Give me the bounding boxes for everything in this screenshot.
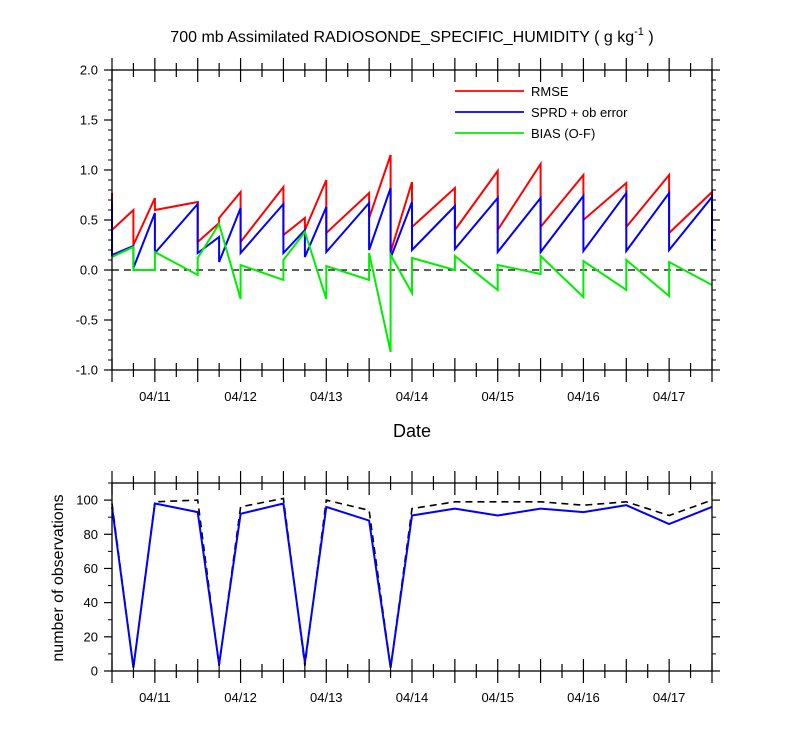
y-tick-label: 80: [84, 527, 98, 542]
x-tick-label: 04/15: [481, 389, 514, 404]
bottom-plot-frame: [111, 482, 713, 672]
y-tick-label: 100: [76, 493, 98, 508]
top-plot-frame: [111, 69, 713, 371]
chart-title: 700 mb Assimilated RADIOSONDE_SPECIFIC_H…: [170, 26, 653, 46]
x-tick-label: 04/16: [567, 389, 600, 404]
series-line-sprd-ob-error: [111, 187, 713, 269]
legend: RMSE SPRD + ob error BIAS (O-F): [455, 84, 628, 141]
x-tick-label: 04/15: [481, 690, 514, 705]
y-tick-label: 2.0: [80, 63, 98, 78]
x-tick-label: 04/14: [396, 389, 429, 404]
y-tick-label: 0: [91, 664, 98, 679]
y-tick-label: 20: [84, 629, 98, 644]
x-tick-label: 04/11: [139, 389, 171, 404]
x-tick-label: 04/13: [310, 389, 343, 404]
legend-label: BIAS (O-F): [531, 126, 595, 141]
x-tick-label: 04/12: [224, 690, 257, 705]
legend-label: SPRD + ob error: [531, 105, 628, 120]
y-axis-title-observations: number of observations: [50, 494, 67, 661]
y-tick-label: 1.0: [80, 163, 98, 178]
series-line-obs-0: [111, 497, 713, 668]
x-tick-label: 04/11: [139, 690, 171, 705]
legend-label: RMSE: [531, 84, 569, 99]
y-tick-label: 40: [84, 595, 98, 610]
y-tick-label: 60: [84, 561, 98, 576]
series-line-bias-o-f: [111, 221, 713, 353]
bottom-plot: 0 20 40 60 80 100 04/11 04/12 04/13 04/14 04/15 04/…: [76, 471, 720, 705]
x-tick-label: 04/13: [310, 690, 343, 705]
y-tick-label: 0.5: [80, 213, 98, 228]
x-tick-label: 04/12: [224, 389, 257, 404]
x-tick-label: 04/16: [567, 690, 600, 705]
x-tick-label: 04/14: [396, 690, 429, 705]
x-tick-label: 04/17: [653, 389, 686, 404]
top-plot: -1.0 -0.5 0.0 0.5 1.0 1.5 2.0 04/11 04/12 04/13 04…: [76, 58, 720, 404]
y-tick-label: 1.5: [80, 113, 98, 128]
x-tick-label: 04/17: [653, 690, 686, 705]
series-line-obs-1: [111, 502, 713, 668]
y-tick-label: -1.0: [76, 363, 98, 378]
x-axis-title: Date: [393, 421, 431, 441]
y-tick-label: -0.5: [76, 313, 98, 328]
y-tick-label: 0.0: [80, 263, 98, 278]
